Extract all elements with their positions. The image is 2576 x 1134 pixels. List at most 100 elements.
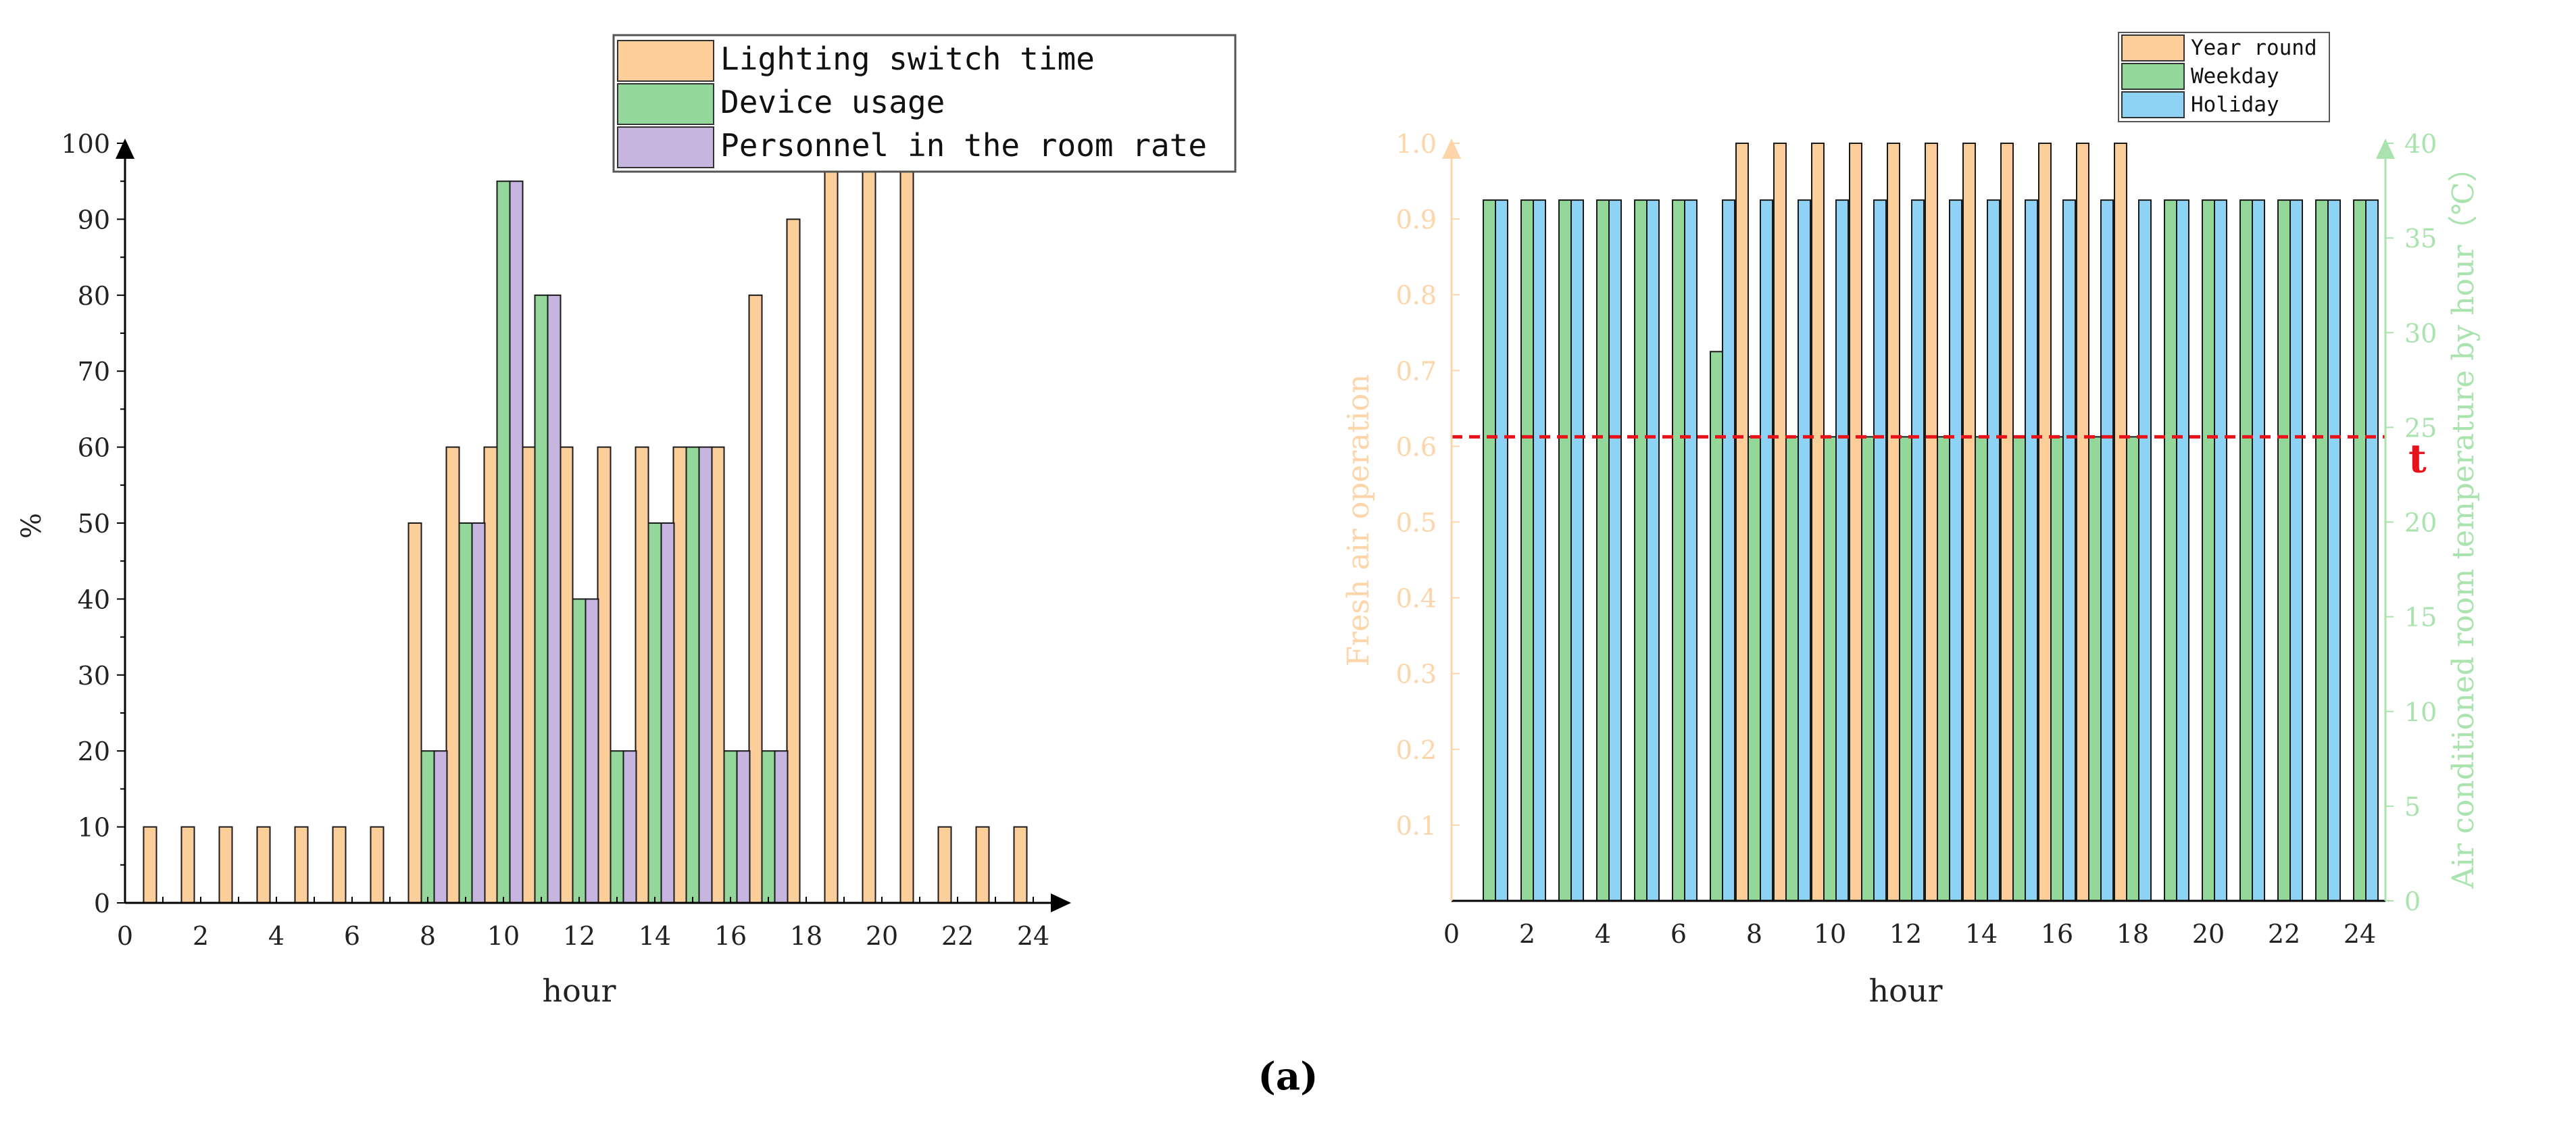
bar-weekday-8	[1748, 436, 1761, 902]
x-tick-label: 0	[117, 921, 133, 951]
bar-holiday-11	[1873, 199, 1887, 902]
bar-weekday-23	[2315, 199, 2329, 902]
bar-holiday-20	[2214, 199, 2227, 902]
bar-lighting-switch-time-14	[635, 446, 649, 904]
x-tick-label: 14	[639, 921, 671, 951]
x-tick-label: 8	[1746, 919, 1762, 949]
bar-holiday-14	[1987, 199, 2000, 902]
bar-device-usage-11	[534, 294, 549, 904]
legend-label: Weekday	[2191, 64, 2279, 89]
right-y-tick-label: 20	[2404, 508, 2437, 538]
right-y-tick-label: 30	[2404, 318, 2437, 348]
x-tick-label: 6	[1670, 919, 1687, 949]
bar-device-usage-8	[420, 750, 435, 904]
bar-device-usage-17	[761, 750, 776, 904]
legend-swatch	[2121, 91, 2185, 118]
left-y-tick-label: 1.0	[1396, 129, 1437, 159]
bar-weekday-15	[2012, 436, 2026, 902]
x-tick-label: 22	[2268, 919, 2300, 949]
right-y-axis-arrow	[2376, 139, 2395, 159]
bar-device-usage-16	[723, 750, 738, 904]
bar-year-round-16	[2038, 143, 2052, 902]
bar-personnel-in-the-room-rate-17	[774, 750, 789, 904]
bar-personnel-in-the-room-rate-10	[509, 180, 524, 904]
bar-holiday-23	[2327, 199, 2341, 902]
bar-lighting-switch-time-23	[975, 826, 990, 904]
y-tick-label: 50	[78, 509, 110, 539]
bar-lighting-switch-time-18	[786, 218, 801, 904]
legend-label: Lighting switch time	[720, 41, 1095, 77]
bar-lighting-switch-time-8	[407, 522, 422, 904]
y-tick-label: 100	[61, 129, 110, 159]
x-axis-arrow	[1051, 893, 1071, 912]
bar-weekday-17	[2088, 436, 2102, 902]
bar-lighting-switch-time-24	[1013, 826, 1028, 904]
bar-holiday-19	[2176, 199, 2189, 902]
bar-personnel-in-the-room-rate-14	[660, 522, 675, 904]
x-tick-label: 24	[2344, 919, 2376, 949]
bar-year-round-9	[1773, 143, 1787, 902]
bar-holiday-4	[1608, 199, 1622, 902]
bar-personnel-in-the-room-rate-15	[698, 446, 713, 904]
left-y-tick-label: 0.2	[1396, 735, 1437, 765]
bar-weekday-22	[2277, 199, 2291, 902]
y-tick-label: 60	[78, 433, 110, 463]
bar-holiday-17	[2100, 199, 2114, 902]
bar-year-round-15	[2000, 143, 2014, 902]
left-y-axis-label: Fresh air operation	[1341, 374, 1376, 666]
bar-weekday-1	[1483, 199, 1496, 902]
bar-lighting-switch-time-3	[218, 826, 233, 904]
right-y-axis-label: Air conditioned room temperature by hour…	[2446, 152, 2481, 889]
bar-holiday-13	[1949, 199, 1962, 902]
legend-label: Year round	[2191, 36, 2317, 60]
bar-year-round-13	[1925, 143, 1938, 902]
y-tick-label: 0	[94, 889, 110, 918]
x-tick-label: 0	[1443, 919, 1460, 949]
bar-weekday-18	[2126, 436, 2139, 902]
bar-holiday-15	[2025, 199, 2038, 902]
bar-lighting-switch-time-21	[899, 143, 914, 904]
bar-personnel-in-the-room-rate-16	[736, 750, 751, 904]
x-tick-label: 18	[790, 921, 822, 951]
right-y-tick-label: 35	[2404, 224, 2437, 253]
y-tick-label: 80	[78, 281, 110, 311]
bar-holiday-9	[1798, 199, 1811, 902]
bar-holiday-8	[1760, 199, 1773, 902]
bar-weekday-3	[1558, 199, 1572, 902]
bar-lighting-switch-time-9	[445, 446, 460, 904]
bar-personnel-in-the-room-rate-8	[433, 750, 448, 904]
x-tick-label: 20	[866, 921, 898, 951]
legend: Lighting switch time Device usage Personne…	[612, 34, 1237, 173]
bar-weekday-11	[1861, 436, 1875, 902]
x-axis-label: hour	[543, 972, 616, 1009]
right-y-tick-label: 40	[2404, 129, 2437, 159]
left-y-tick-label: 0.5	[1396, 508, 1437, 538]
bar-lighting-switch-time-1	[143, 826, 157, 904]
x-tick-label: 14	[1965, 919, 1998, 949]
x-tick-label: 10	[487, 921, 520, 951]
bar-weekday-7	[1710, 351, 1723, 902]
legend-swatch	[2121, 63, 2185, 90]
legend: Year round Weekday Holiday	[2118, 32, 2330, 122]
bar-weekday-5	[1634, 199, 1648, 902]
bar-lighting-switch-time-10	[483, 446, 498, 904]
bar-lighting-switch-time-5	[294, 826, 309, 904]
bar-holiday-18	[2138, 199, 2152, 902]
y-tick-label: 40	[78, 585, 110, 614]
left-y-tick-label: 0.3	[1396, 660, 1437, 689]
left-y-tick-label: 0.1	[1396, 811, 1437, 841]
legend-label: Holiday	[2191, 93, 2279, 117]
bar-lighting-switch-time-4	[256, 826, 271, 904]
left-y-tick-label: 0.8	[1396, 280, 1437, 310]
bar-holiday-12	[1911, 199, 1925, 902]
bar-holiday-10	[1835, 199, 1849, 902]
bar-lighting-switch-time-2	[180, 826, 195, 904]
bar-holiday-5	[1646, 199, 1660, 902]
bar-year-round-10	[1811, 143, 1825, 902]
x-tick-label: 16	[2041, 919, 2073, 949]
y-tick-label: 30	[78, 661, 110, 691]
bar-lighting-switch-time-7	[370, 826, 385, 904]
bar-holiday-16	[2062, 199, 2076, 902]
bar-holiday-3	[1570, 199, 1584, 902]
x-tick-label: 16	[714, 921, 747, 951]
